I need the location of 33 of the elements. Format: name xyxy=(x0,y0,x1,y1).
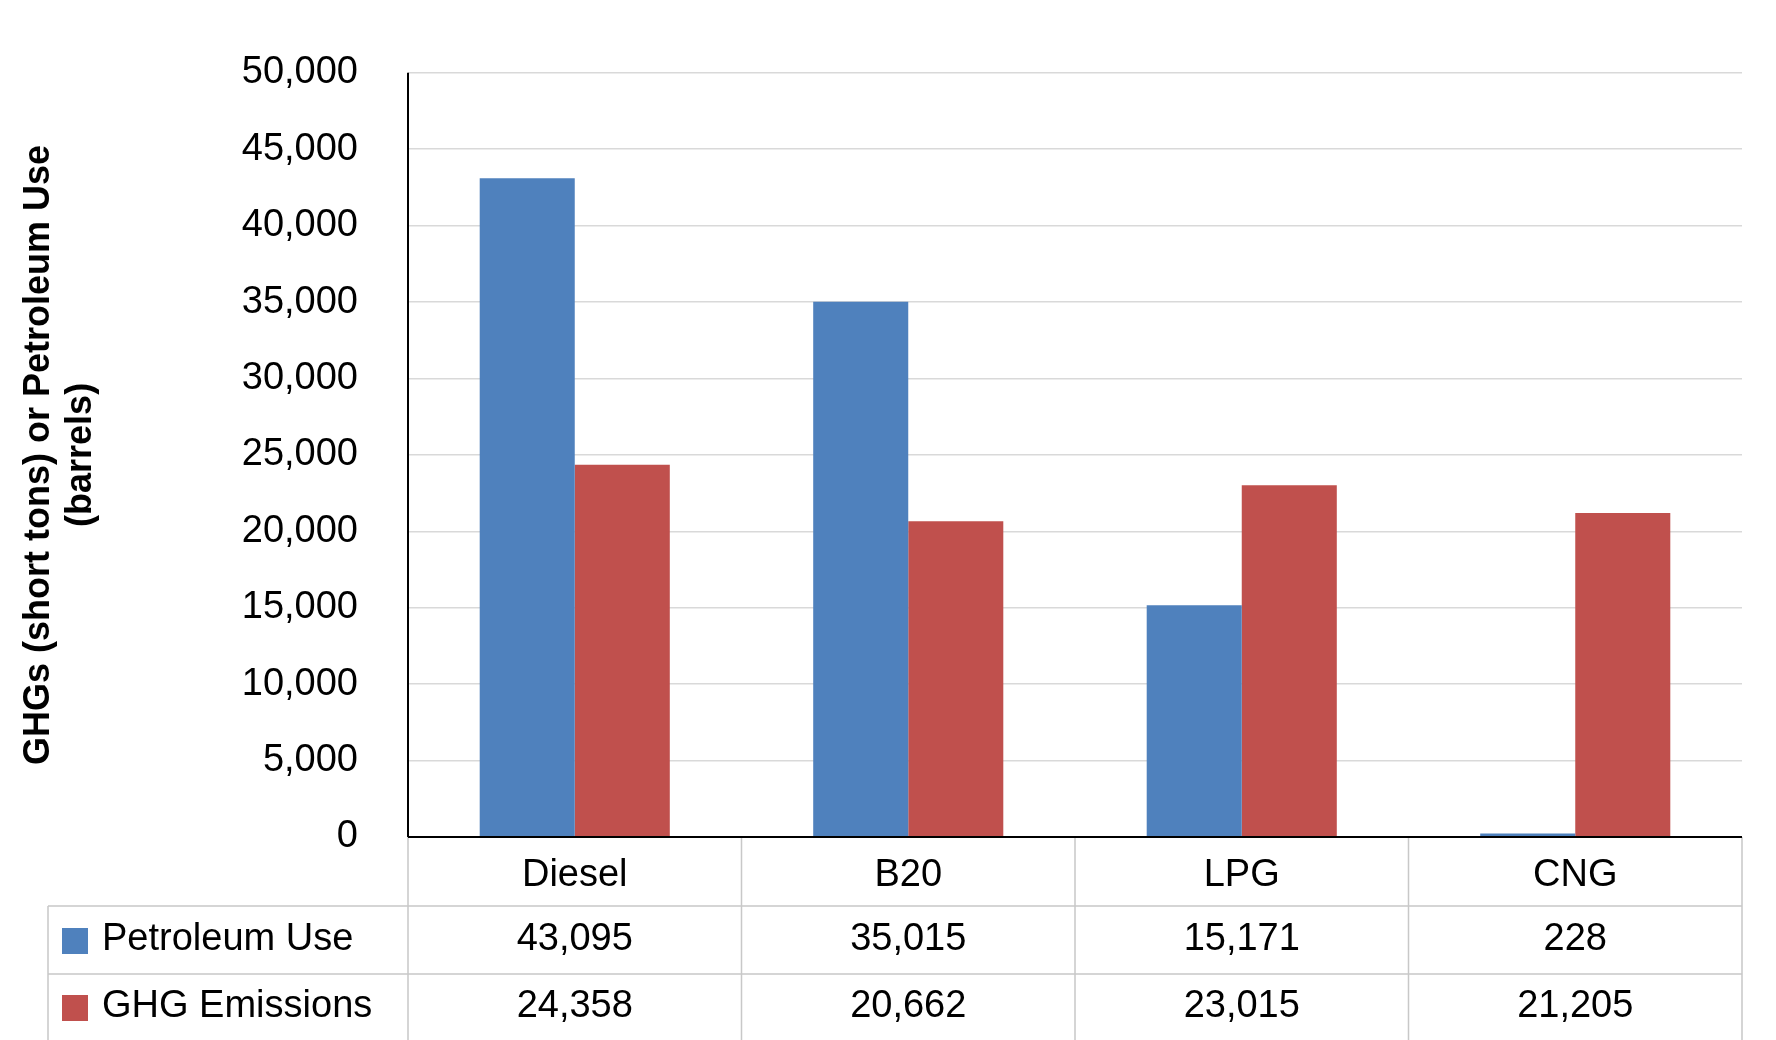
y-tick-label: 0 xyxy=(336,813,358,856)
y-tick-label: 10,000 xyxy=(241,660,358,703)
bar xyxy=(1241,485,1337,837)
legend-label: GHG Emissions xyxy=(102,983,373,1026)
y-tick-label: 15,000 xyxy=(241,584,358,627)
bar xyxy=(908,521,1004,837)
bar xyxy=(1575,512,1671,837)
y-tick-label: 20,000 xyxy=(241,507,358,550)
y-axis-title: GHGs (short tons) or Petroleum Use (barrels) xyxy=(15,144,99,765)
y-tick-label: 45,000 xyxy=(241,125,358,168)
x-tick-label: Diesel xyxy=(521,852,628,895)
data-label: 43,095 xyxy=(516,916,633,959)
bar xyxy=(813,301,909,837)
data-label: 24,358 xyxy=(516,983,633,1026)
x-tick-label: CNG xyxy=(1533,852,1618,895)
data-label: 15,171 xyxy=(1183,916,1300,959)
data-label: 228 xyxy=(1543,916,1607,959)
data-label: 20,662 xyxy=(850,983,967,1026)
data-label: 35,015 xyxy=(850,916,967,959)
bar xyxy=(1146,605,1242,837)
y-tick-label: 40,000 xyxy=(241,202,358,245)
data-label: 23,015 xyxy=(1183,983,1300,1026)
legend-label: Petroleum Use xyxy=(102,916,354,959)
y-tick-label: 30,000 xyxy=(241,354,358,397)
data-label: 21,205 xyxy=(1517,983,1634,1026)
x-tick-label: B20 xyxy=(874,852,943,895)
y-tick-label: 50,000 xyxy=(241,49,358,92)
bar xyxy=(574,464,670,837)
x-tick-label: LPG xyxy=(1203,852,1280,895)
y-tick-label: 35,000 xyxy=(241,278,358,321)
y-tick-label: 5,000 xyxy=(262,737,358,780)
bar xyxy=(479,178,575,837)
y-tick-label: 25,000 xyxy=(241,431,358,474)
